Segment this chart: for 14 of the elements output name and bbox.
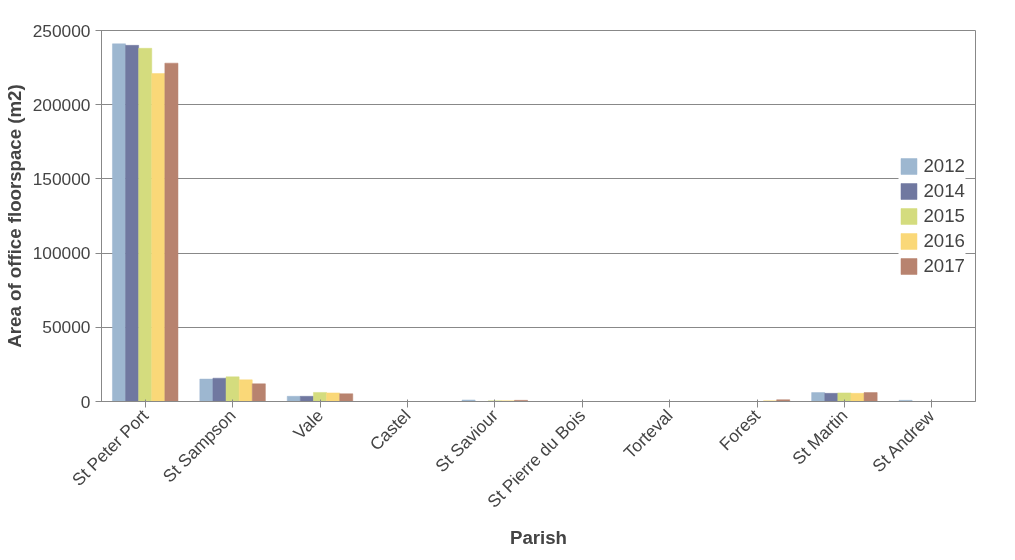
y-tick-label: 150000 xyxy=(32,168,91,189)
legend-label: 2014 xyxy=(923,179,965,202)
y-tick-label: 50000 xyxy=(42,317,91,338)
y-tick-label: 100000 xyxy=(32,243,91,264)
legend-label: 2017 xyxy=(923,254,965,277)
y-tick-label: 0 xyxy=(80,391,91,412)
legend-label: 2012 xyxy=(923,154,965,177)
x-tick-label: Vale xyxy=(289,405,328,444)
legend-label: 2015 xyxy=(923,204,965,227)
y-axis-title: Area of office floorspace (m2) xyxy=(3,84,25,348)
legend-label: 2016 xyxy=(923,229,965,252)
x-axis-title: Parish xyxy=(509,526,568,548)
y-tick-label: 250000 xyxy=(32,20,91,41)
y-tick-label: 200000 xyxy=(32,94,91,115)
